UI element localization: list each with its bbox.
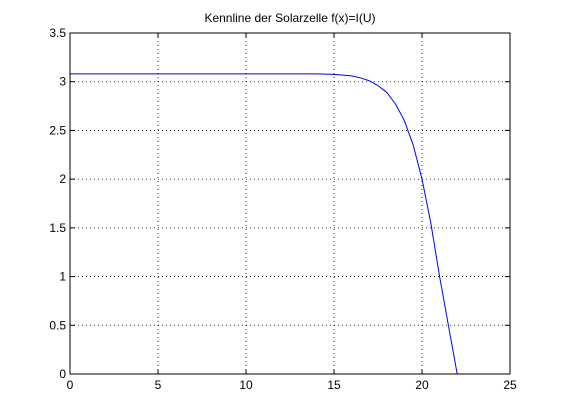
- y-tick-label: 0.5: [49, 318, 66, 332]
- x-tick-labels: 0 5 10 15 20 25: [67, 378, 517, 392]
- x-tick-label: 15: [327, 378, 341, 392]
- y-tick-label: 3.5: [49, 26, 66, 40]
- chart-title: Kennline der Solarzelle f(x)=I(U): [204, 11, 375, 25]
- ticks: [69, 32, 511, 375]
- y-tick-label: 2.5: [49, 123, 66, 137]
- x-tick-label: 5: [155, 378, 162, 392]
- series-line: [70, 73, 458, 375]
- y-tick-labels: 0 0.5 1 1.5 2 2.5 3 3.5: [49, 26, 66, 381]
- y-tick-label: 1.5: [49, 221, 66, 235]
- x-tick-label: 20: [415, 378, 429, 392]
- x-tick-label: 10: [239, 378, 253, 392]
- y-tick-label: 0: [59, 367, 66, 381]
- y-tick-label: 3: [59, 75, 66, 89]
- plot-border: [69, 32, 511, 375]
- grid: [70, 33, 510, 374]
- plot-area: [70, 33, 510, 374]
- series-layer: [70, 73, 458, 375]
- y-tick-label: 1: [59, 270, 66, 284]
- x-tick-label: 0: [67, 378, 74, 392]
- y-tick-label: 2: [59, 172, 66, 186]
- x-tick-label: 25: [503, 378, 517, 392]
